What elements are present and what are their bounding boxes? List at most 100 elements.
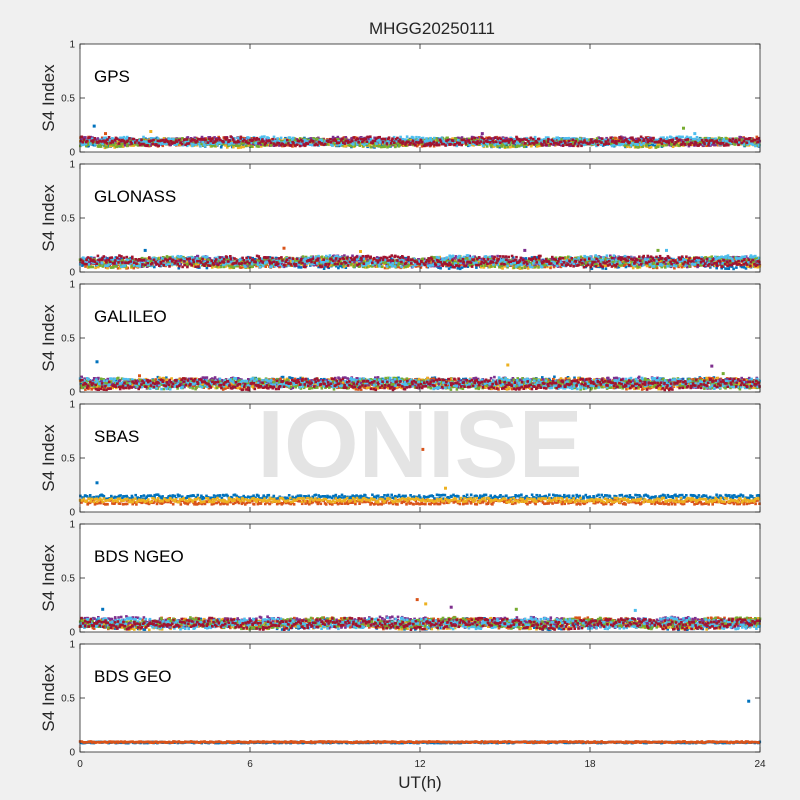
data-point: [435, 141, 438, 145]
figure-title: MHGG20250111: [369, 19, 495, 38]
data-point: [382, 139, 385, 143]
data-point: [305, 140, 308, 143]
data-point: [311, 143, 314, 147]
data-point: [363, 142, 367, 145]
data-point: [467, 137, 471, 141]
data-point: [200, 135, 204, 139]
data-point: [284, 139, 287, 142]
data-point: [415, 144, 419, 148]
data-point: [572, 144, 575, 148]
data-point: [152, 137, 155, 140]
data-point: [368, 143, 372, 147]
data-point: [96, 145, 100, 148]
data-point: [748, 137, 751, 140]
data-point: [603, 143, 606, 146]
data-point: [720, 266, 723, 270]
data-point: [572, 137, 576, 140]
data-point: [419, 266, 423, 269]
data-point: [425, 265, 429, 269]
data-point: [644, 140, 647, 144]
data-point: [605, 136, 608, 140]
data-point: [186, 140, 190, 144]
data-point: [293, 139, 297, 143]
data-point: [332, 139, 335, 142]
data-point: [589, 138, 593, 142]
data-point: [101, 142, 104, 145]
data-point: [362, 138, 366, 142]
data-point: [297, 140, 300, 143]
data-point: [405, 140, 409, 143]
data-point: [715, 266, 718, 270]
data-point: [492, 145, 496, 148]
data-point: [278, 144, 281, 147]
data-point: [337, 141, 341, 144]
data-point: [241, 139, 245, 143]
data-point: [678, 140, 681, 144]
data-point: [358, 144, 362, 147]
data-point: [675, 135, 679, 139]
data-point: [597, 136, 600, 139]
data-point: [451, 139, 455, 142]
data-point: [466, 143, 469, 146]
data-point: [617, 265, 621, 269]
data-point: [199, 145, 202, 148]
data-point: [657, 143, 661, 147]
data-point: [555, 142, 558, 145]
data-point: [714, 137, 717, 140]
data-point: [154, 144, 158, 147]
data-point: [93, 143, 97, 146]
data-point: [440, 137, 444, 140]
data-point: [576, 144, 580, 148]
data-point: [254, 141, 257, 145]
data-point: [208, 136, 212, 139]
data-point: [484, 140, 488, 143]
data-point: [733, 140, 737, 143]
data-point: [381, 140, 385, 144]
data-point: [107, 136, 111, 139]
data-point: [194, 143, 198, 146]
data-point: [398, 138, 402, 141]
data-point: [740, 265, 744, 269]
data-point: [82, 143, 85, 146]
data-point: [344, 144, 347, 148]
data-point: [329, 143, 333, 146]
data-point: [381, 145, 385, 149]
data-point: [467, 139, 470, 142]
data-point: [503, 142, 507, 145]
data-point: [468, 141, 472, 144]
data-point: [642, 138, 646, 141]
data-point: [382, 137, 385, 141]
axes-background: [80, 44, 760, 152]
data-point: [706, 139, 709, 142]
data-point: [703, 136, 707, 140]
data-point: [350, 136, 354, 140]
data-point: [632, 143, 635, 146]
data-point: [272, 135, 276, 139]
data-point: [84, 265, 87, 268]
data-point: [415, 140, 418, 144]
data-point: [92, 137, 95, 141]
data-point: [193, 136, 196, 140]
data-point: [517, 138, 521, 141]
data-point: [576, 139, 580, 142]
data-point: [447, 267, 451, 270]
data-point: [168, 142, 171, 146]
data-point: [656, 140, 659, 144]
data-point: [104, 136, 108, 140]
data-point: [476, 136, 479, 140]
data-point: [516, 137, 519, 141]
data-point: [196, 137, 200, 141]
data-point: [557, 142, 561, 146]
data-point: [399, 141, 402, 144]
data-point: [435, 143, 439, 147]
data-point: [159, 139, 163, 142]
data-point: [299, 266, 303, 269]
data-point: [496, 142, 499, 146]
data-point: [237, 144, 240, 147]
data-point: [100, 138, 103, 142]
data-point: [402, 138, 406, 141]
data-point: [644, 144, 648, 147]
data-point: [656, 145, 660, 148]
data-point: [556, 143, 560, 146]
data-point: [118, 138, 121, 142]
